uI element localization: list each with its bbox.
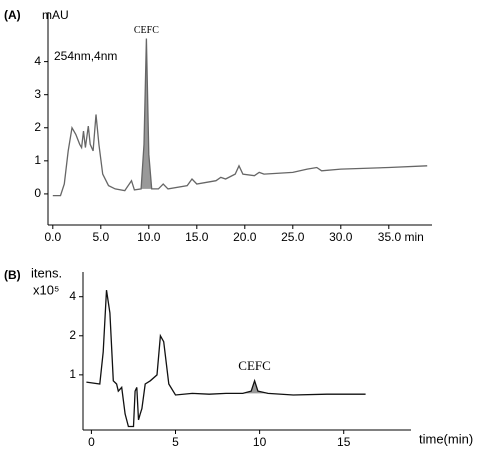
y-tick-label: 1	[69, 367, 76, 381]
trace	[52, 38, 428, 197]
y-axis-label: x10⁵	[33, 282, 59, 297]
x-tick-label: 5.0	[92, 230, 109, 244]
x-tick-label: 10	[253, 435, 267, 449]
x-tick-label: 10.0	[137, 230, 161, 244]
panel-label: (B)	[4, 268, 21, 282]
y-tick-label: 1	[34, 153, 41, 167]
y-axis-label: mAU	[42, 8, 69, 22]
x-tick-label: 0	[88, 435, 95, 449]
x-tick-label: 0.0	[44, 230, 61, 244]
y-tick-label: 4	[34, 54, 41, 68]
trace	[86, 290, 366, 428]
y-tick-label: 2	[34, 120, 41, 134]
y-tick-label: 3	[34, 87, 41, 101]
y-axis-label: itens.	[31, 265, 62, 280]
y-tick-label: 4	[69, 289, 76, 303]
x-tick-label: 5	[172, 435, 179, 449]
peak-label: CEFC	[238, 358, 271, 373]
x-tick-label: 20.0	[233, 230, 257, 244]
x-axis-label: time(min)	[419, 431, 473, 446]
annotation: 254nm,4nm	[54, 49, 117, 63]
peak-label: CEFC	[134, 25, 159, 36]
y-tick-label: 2	[69, 328, 76, 342]
x-tick-label: 15.0	[185, 230, 209, 244]
x-tick-label: 15	[337, 435, 351, 449]
x-tick-label: 35.0 min	[378, 230, 424, 244]
panel-label: (A)	[4, 8, 21, 22]
y-tick-label: 0	[34, 186, 41, 200]
x-tick-label: 25.0	[281, 230, 305, 244]
peak-area	[242, 380, 268, 394]
x-tick-label: 30.0	[329, 230, 353, 244]
